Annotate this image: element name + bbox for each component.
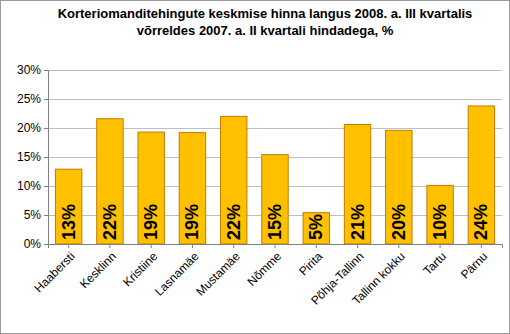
data-label: 10% <box>430 204 450 240</box>
bar <box>55 169 81 244</box>
x-tick-label: Lasnamäe <box>152 249 202 299</box>
y-tick-label: 10% <box>17 179 41 193</box>
x-tick-label: Mustamäe <box>193 249 243 299</box>
y-tick: 5% <box>24 208 48 222</box>
x-tick: Tartu <box>420 244 449 278</box>
y-tick-label: 5% <box>24 208 42 222</box>
x-axis-line <box>49 245 503 249</box>
y-tick-label: 0% <box>24 237 42 251</box>
data-label: 15% <box>265 204 285 240</box>
plot: 0% 5% 10% 15% 20% 25% 30% HaaberstiKesklinnKris… <box>17 63 503 307</box>
x-tick-label: Kristiine <box>120 249 160 289</box>
x-tick-mark <box>440 244 441 248</box>
y-tick: 0% <box>24 237 48 251</box>
y-axis: 0% 5% 10% 15% 20% 25% 30% <box>17 63 49 251</box>
y-tick-label: 15% <box>17 150 41 164</box>
x-tick: Tallinn kokku <box>349 244 407 308</box>
data-label: 24% <box>471 204 491 240</box>
bar <box>427 185 453 244</box>
y-axis-line <box>44 71 49 245</box>
x-tick-mark <box>275 244 276 248</box>
data-label: 13% <box>59 204 79 240</box>
data-label: 5% <box>306 214 326 240</box>
bars <box>55 106 494 244</box>
data-labels: 13% 22% 19% 19% 22% 15% 5% 21% 20% 10% 24% <box>59 204 492 240</box>
x-tick-mark <box>109 244 110 248</box>
data-label: 19% <box>141 204 161 240</box>
bar <box>221 116 247 244</box>
x-tick-mark <box>233 244 234 248</box>
x-tick: Nõmme <box>244 244 284 289</box>
y-tick-mark <box>44 70 48 71</box>
grid-line <box>48 70 502 71</box>
y-tick-label: 25% <box>17 92 41 106</box>
x-tick-mark <box>192 244 193 248</box>
x-tick-label: Tartu <box>420 249 449 278</box>
y-tick-label: 30% <box>17 63 41 77</box>
x-tick-label: Nõmme <box>244 249 284 289</box>
x-tick: Haabersti <box>32 244 78 295</box>
data-label: 22% <box>224 204 244 240</box>
x-tick: Pirita <box>296 244 325 278</box>
bar <box>344 125 370 244</box>
x-tick-label: Pirita <box>296 249 325 278</box>
x-axis: HaaberstiKesklinnKristiineLasnamäeMustam… <box>32 244 503 308</box>
data-label: 21% <box>348 204 368 240</box>
y-tick: 30% <box>17 63 48 77</box>
x-tick-mark <box>316 244 317 248</box>
y-tick-mark <box>44 157 48 158</box>
x-tick: Mustamäe <box>193 244 243 299</box>
x-tick: Pärnu <box>458 244 491 282</box>
x-tick: Kristiine <box>120 244 160 289</box>
x-tick: Kesklinn <box>77 244 119 291</box>
data-label: 20% <box>389 204 409 240</box>
x-tick-mark <box>398 244 399 248</box>
bar <box>179 133 205 244</box>
y-tick-mark <box>44 215 48 216</box>
grid <box>48 70 502 244</box>
y-tick-mark <box>44 186 48 187</box>
y-tick-mark <box>44 128 48 129</box>
x-tick-label: Tallinn kokku <box>349 249 407 307</box>
bar <box>138 132 164 244</box>
x-tick-label: Kesklinn <box>77 249 119 291</box>
chart-frame <box>1 1 510 334</box>
x-tick-mark <box>68 244 69 248</box>
y-tick: 25% <box>17 92 48 106</box>
bar <box>386 130 412 244</box>
y-tick-label: 20% <box>17 121 41 135</box>
grid-line <box>48 99 502 100</box>
x-tick-mark <box>151 244 152 248</box>
data-label: 22% <box>100 204 120 240</box>
x-tick-label: Pärnu <box>458 249 491 282</box>
y-tick: 15% <box>17 150 48 164</box>
data-label: 19% <box>182 204 202 240</box>
x-tick-label: Haabersti <box>32 249 78 295</box>
y-tick: 20% <box>17 121 48 135</box>
bar <box>468 106 494 244</box>
x-tick-mark <box>357 244 358 248</box>
bar <box>97 119 123 244</box>
title: Korteriomanditehingute keskmise hinna la… <box>58 6 473 38</box>
x-tick-mark <box>481 244 482 248</box>
y-tick-mark <box>44 99 48 100</box>
y-tick: 10% <box>17 179 48 193</box>
y-tick-mark <box>44 244 48 245</box>
bar <box>303 213 329 244</box>
chart: Korteriomanditehingute keskmise hinna la… <box>0 0 510 334</box>
bar <box>262 155 288 244</box>
